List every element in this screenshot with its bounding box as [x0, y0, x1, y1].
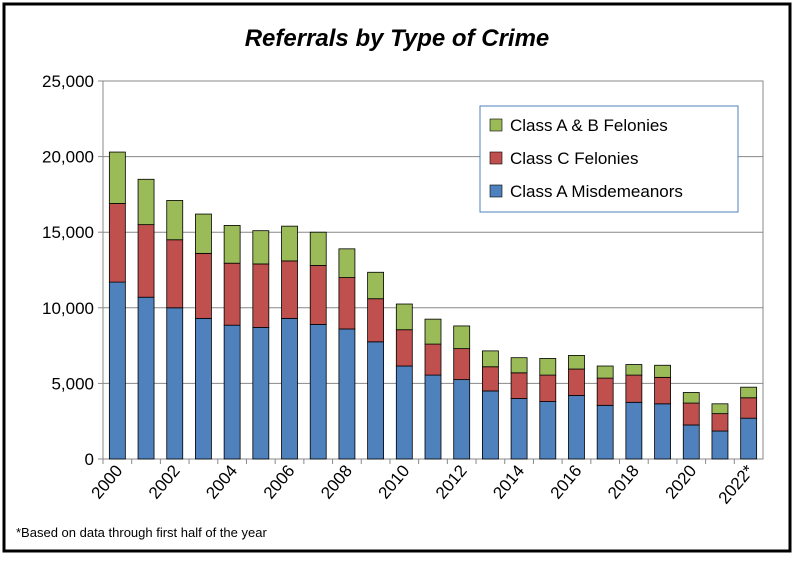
- frame: [2, 2, 792, 553]
- bar-segment: [654, 364, 671, 378]
- bar-segment: [252, 327, 270, 460]
- bar-segment: [108, 151, 126, 204]
- bar-segment: [108, 203, 126, 283]
- y-tick-label: 25,000: [42, 72, 94, 91]
- legend-swatch: [489, 184, 503, 198]
- bar-segment: [568, 355, 585, 370]
- bar-segment: [223, 324, 241, 460]
- bar-segment: [568, 368, 585, 396]
- y-tick-label: 10,000: [42, 299, 94, 318]
- legend-label: Class C Felonies: [510, 149, 639, 168]
- bar-segment: [166, 200, 184, 241]
- chart-title: Referrals by Type of Crime: [245, 25, 550, 52]
- bar-segment: [108, 281, 126, 460]
- bar-segment: [309, 324, 327, 460]
- legend-swatch: [489, 151, 503, 165]
- bar-segment: [195, 213, 212, 254]
- bar-segment: [596, 404, 614, 460]
- bar-segment: [195, 252, 212, 319]
- bar-segment: [539, 401, 557, 460]
- bar-segment: [424, 374, 442, 460]
- bar-segment: [309, 231, 327, 266]
- bar-segment: [682, 402, 700, 426]
- bar-segment: [223, 262, 241, 326]
- bar-segment: [453, 379, 471, 460]
- bar-segment: [481, 350, 499, 368]
- y-tick-label: 5,000: [51, 374, 94, 393]
- bar-segment: [281, 260, 298, 319]
- bar-segment: [338, 328, 356, 460]
- bar-segment: [568, 395, 585, 460]
- legend-swatch: [489, 118, 503, 132]
- y-tick-label: 15,000: [42, 223, 94, 242]
- y-tick-label: 0: [85, 450, 94, 469]
- bar-segment: [539, 374, 557, 402]
- bar-segment: [166, 239, 184, 309]
- legend-label: Class A & B Felonies: [510, 116, 668, 135]
- bar-segment: [481, 366, 499, 392]
- bar-segment: [596, 365, 614, 379]
- bar-segment: [223, 224, 241, 264]
- bar-segment: [338, 277, 356, 330]
- bar-segment: [625, 401, 643, 460]
- bar-segment: [711, 403, 729, 415]
- bar-segment: [395, 365, 413, 460]
- bar-segment: [395, 329, 413, 367]
- bar-segment: [510, 357, 528, 374]
- legend-box: [479, 105, 739, 213]
- bar-segment: [367, 341, 385, 460]
- bar-segment: [682, 424, 700, 460]
- bar-segment: [711, 430, 729, 460]
- bar-segment: [424, 343, 442, 376]
- bar-segment: [309, 265, 327, 325]
- bar-segment: [481, 390, 499, 460]
- bar-segment: [453, 325, 471, 350]
- bar-segment: [367, 298, 385, 343]
- bar-segment: [654, 376, 671, 405]
- bar-segment: [682, 392, 700, 404]
- bar-segment: [711, 413, 729, 432]
- bar-segment: [510, 372, 528, 399]
- y-tick-label: 20,000: [42, 148, 94, 167]
- footnote: *Based on data through first half of the…: [16, 525, 267, 540]
- bar-segment: [654, 403, 671, 460]
- bar-segment: [596, 377, 614, 406]
- bar-segment: [367, 271, 385, 300]
- bar-segment: [338, 248, 356, 278]
- bar-segment: [625, 374, 643, 403]
- bar-segment: [137, 178, 155, 226]
- bar-segment: [740, 417, 758, 460]
- bar-segment: [137, 224, 155, 298]
- bar-segment: [424, 318, 442, 345]
- bar-segment: [137, 296, 155, 460]
- bar-segment: [625, 364, 643, 376]
- bar-segment: [395, 303, 413, 331]
- bar-segment: [281, 317, 298, 460]
- bar-segment: [453, 348, 471, 381]
- bar-segment: [166, 307, 184, 460]
- legend-label: Class A Misdemeanors: [510, 182, 683, 201]
- bar-segment: [252, 263, 270, 328]
- bar-segment: [510, 398, 528, 460]
- bar-segment: [740, 386, 758, 399]
- bar-segment: [539, 358, 557, 376]
- bar-segment: [281, 225, 298, 262]
- bar-segment: [252, 230, 270, 265]
- bar-segment: [740, 397, 758, 419]
- bar-segment: [195, 317, 212, 460]
